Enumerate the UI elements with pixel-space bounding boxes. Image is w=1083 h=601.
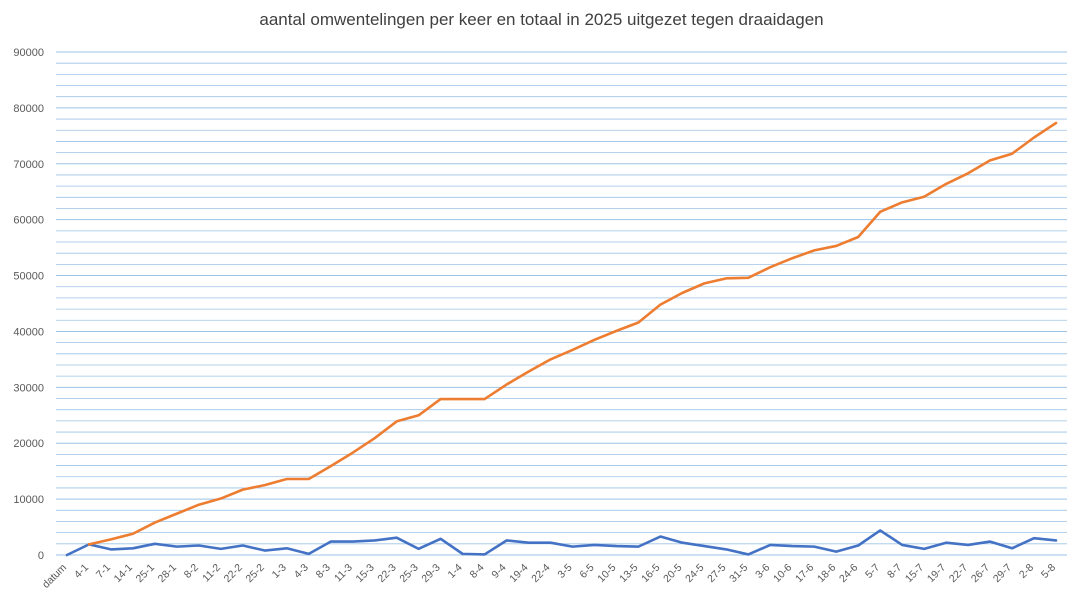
x-tick-label: 8-4 xyxy=(467,562,486,581)
x-tick-label: 28-1 xyxy=(156,562,179,585)
x-tick-label: 5-7 xyxy=(863,562,882,581)
y-tick-label: 60000 xyxy=(13,215,44,227)
y-tick-label: 20000 xyxy=(13,438,44,450)
y-tick-label: 30000 xyxy=(13,382,44,394)
x-tick-label: 8-3 xyxy=(314,562,333,581)
x-tick-label: 8-2 xyxy=(182,562,201,581)
y-tick-label: 90000 xyxy=(13,47,44,59)
x-tick-label: 29-3 xyxy=(419,562,442,585)
x-tick-label: 4-1 xyxy=(72,562,91,581)
x-tick-label: 1-3 xyxy=(270,562,289,581)
y-tick-label: 80000 xyxy=(13,103,44,115)
x-tick-label: 22-2 xyxy=(222,562,245,585)
x-tick-label: 15-7 xyxy=(903,562,926,585)
x-tick-label: 2-8 xyxy=(1017,562,1036,581)
x-tick-label: 14-1 xyxy=(112,562,135,585)
x-tick-label: 1-4 xyxy=(445,562,464,581)
x-tick-label: 11-2 xyxy=(200,562,223,585)
x-tick-label: 4-3 xyxy=(292,562,311,581)
x-tick-label: 25-1 xyxy=(134,562,157,585)
y-tick-label: 10000 xyxy=(13,494,44,506)
x-tick-label: 18-6 xyxy=(815,562,838,585)
y-tick-label: 70000 xyxy=(13,159,44,171)
x-tick-label: 11-3 xyxy=(332,562,355,585)
x-tick-label: 22-4 xyxy=(529,562,552,585)
x-tick-label: 25-2 xyxy=(244,562,267,585)
x-tick-label: 3-5 xyxy=(555,562,574,581)
x-tick-label: 27-5 xyxy=(705,562,728,585)
x-tick-label: 3-6 xyxy=(753,562,772,581)
series-line-1 xyxy=(65,529,1058,557)
x-tick-label: 24-5 xyxy=(683,562,706,585)
x-tick-label: 10-5 xyxy=(595,562,618,585)
x-tick-label: 5-8 xyxy=(1039,562,1058,581)
x-tick-label: 9-4 xyxy=(489,562,508,581)
x-tick-label: 19-7 xyxy=(925,562,948,585)
x-tick-label: 19-4 xyxy=(507,562,530,585)
x-tick-label: 22-3 xyxy=(375,562,398,585)
x-tick-label: 7-1 xyxy=(94,562,113,581)
x-tick-label: 26-7 xyxy=(969,562,992,585)
x-tick-label: 16-5 xyxy=(639,562,662,585)
x-tick-label: 8-7 xyxy=(885,562,904,581)
x-tick-label: 15-3 xyxy=(353,562,376,585)
x-tick-label: 6-5 xyxy=(577,562,596,581)
y-tick-label: 0 xyxy=(38,550,44,562)
x-tick-label: 22-7 xyxy=(947,562,970,585)
y-tick-label: 40000 xyxy=(13,326,44,338)
series-line-2 xyxy=(87,121,1058,546)
x-tick-label: 10-6 xyxy=(771,562,794,585)
x-tick-label: 20-5 xyxy=(661,562,684,585)
chart-title: aantal omwentelingen per keer en totaal … xyxy=(259,10,824,29)
x-tick-label: 29-7 xyxy=(991,562,1014,585)
x-tick-label: 17-6 xyxy=(793,562,816,585)
x-tick-label: 31-5 xyxy=(727,562,750,585)
x-tick-label: 25-3 xyxy=(397,562,420,585)
x-tick-label: 24-6 xyxy=(837,562,860,585)
y-tick-label: 50000 xyxy=(13,271,44,283)
x-tick-label: datum xyxy=(40,561,69,590)
x-tick-label: 13-5 xyxy=(617,562,640,585)
